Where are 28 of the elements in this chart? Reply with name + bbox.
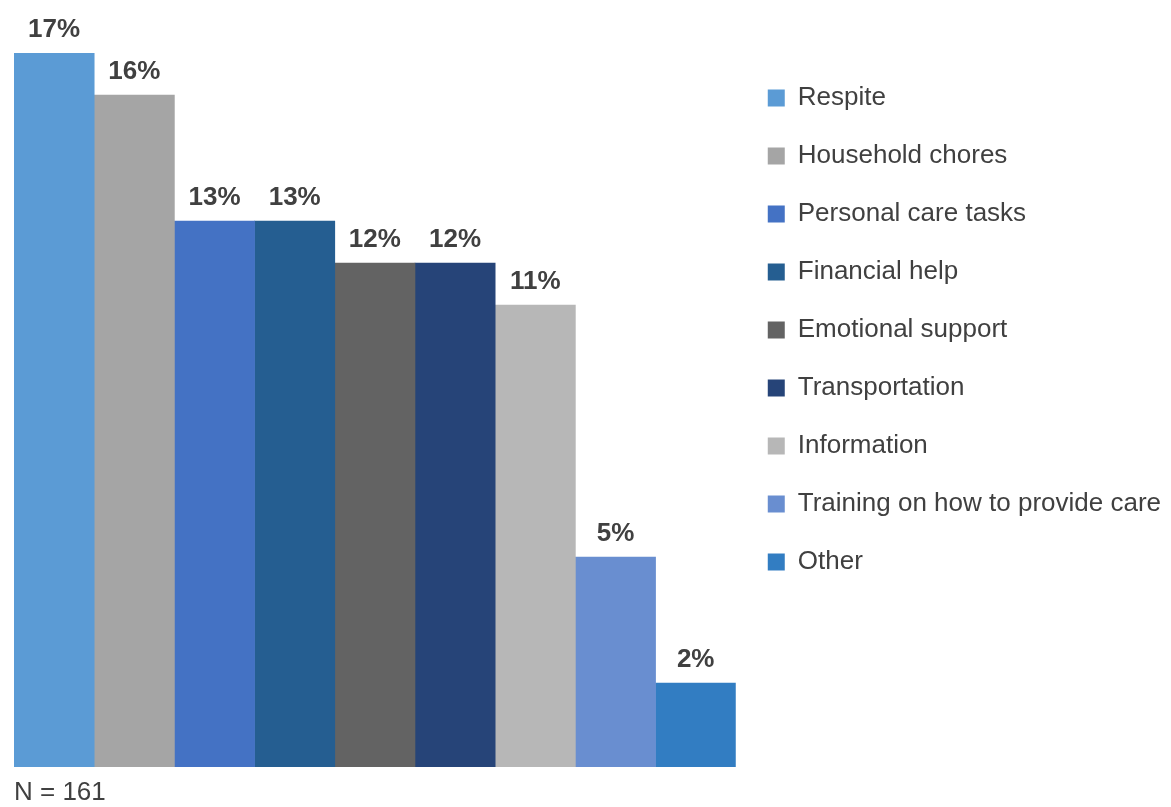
legend-label: Household chores	[797, 139, 1008, 170]
bar	[334, 262, 416, 767]
legend-label: Emotional support	[797, 313, 1009, 344]
bar	[93, 94, 175, 767]
legend-label: Financial help	[797, 255, 959, 286]
legend-label: Information	[797, 429, 928, 460]
legend-label: Transportation	[797, 371, 965, 402]
bar	[14, 53, 95, 767]
bar	[174, 220, 255, 767]
data-label: 13%	[268, 181, 321, 212]
data-label: 16%	[108, 55, 161, 86]
legend-label: Other	[797, 545, 864, 576]
data-label: 11%	[509, 265, 561, 296]
bar	[494, 304, 576, 767]
data-label: 12%	[429, 223, 482, 254]
bar	[655, 682, 736, 767]
legend-label: Training on how to provide care	[797, 487, 1162, 518]
data-label: 2%	[676, 643, 715, 674]
data-label: 17%	[28, 13, 81, 44]
legend-label: Respite	[797, 81, 886, 112]
data-label: 13%	[188, 181, 241, 212]
text: N = 161	[14, 776, 106, 806]
bar	[575, 556, 656, 767]
legend-label: Personal care tasks	[797, 197, 1027, 228]
bar	[254, 220, 336, 767]
data-label: 12%	[348, 223, 401, 254]
data-label: 5%	[596, 517, 635, 548]
bar	[414, 262, 496, 767]
